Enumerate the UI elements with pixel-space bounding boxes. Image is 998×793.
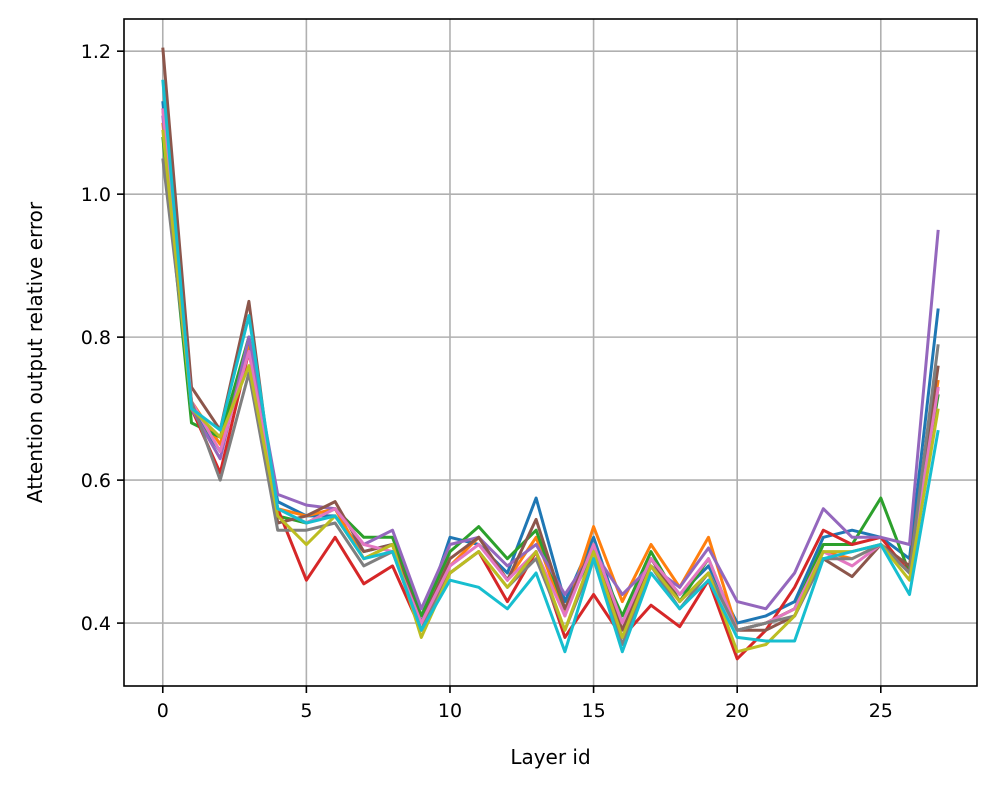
- axis-ticks: 0 5 10 15 20 25 0.4 0.6 0.8 1.0 1.2: [81, 41, 893, 722]
- x-axis-label: Layer id: [510, 745, 590, 769]
- plot-frame: [123, 18, 978, 687]
- y-tick-label: 0.8: [81, 327, 111, 349]
- x-tick-label: 20: [725, 700, 749, 722]
- y-axis-label: Attention output relative error: [23, 201, 47, 503]
- series-line-10: [161, 79, 940, 654]
- x-tick-label: 0: [157, 700, 169, 722]
- series-lines: [161, 47, 940, 661]
- x-tick-label: 5: [300, 700, 312, 722]
- y-tick-label: 0.6: [81, 470, 111, 492]
- grid-lines: [124, 19, 977, 686]
- series-line-9: [161, 129, 940, 654]
- x-tick-label: 15: [581, 700, 605, 722]
- series-line-1: [161, 101, 940, 625]
- x-tick-label: 10: [438, 700, 462, 722]
- y-tick-label: 0.4: [81, 613, 111, 635]
- y-tick-label: 1.2: [81, 41, 111, 63]
- x-tick-label: 25: [869, 700, 893, 722]
- y-tick-label: 1.0: [81, 184, 111, 206]
- series-line-5: [161, 115, 940, 611]
